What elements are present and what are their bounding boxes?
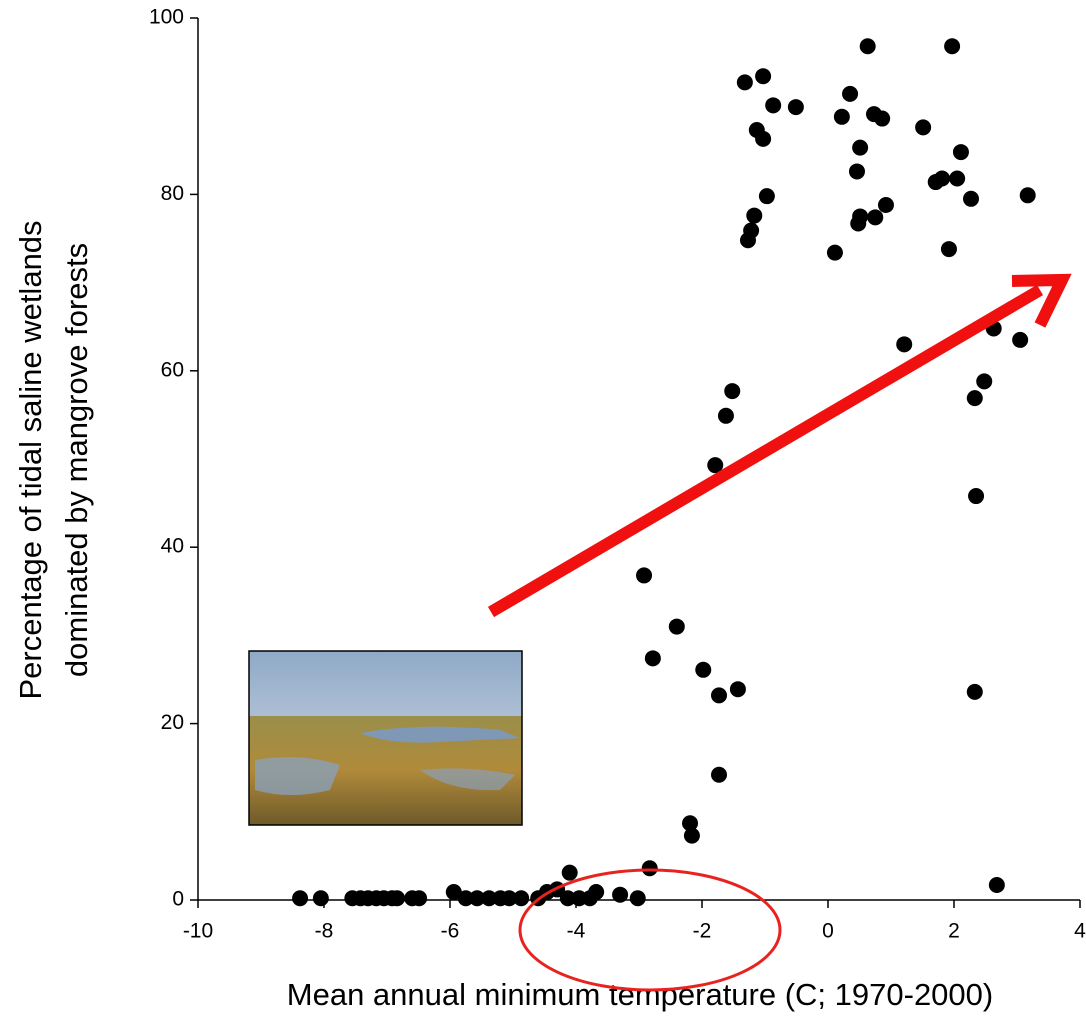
point xyxy=(859,38,876,55)
x-tick-label: 0 xyxy=(822,920,834,943)
y-tick-label: 40 xyxy=(161,535,184,558)
point xyxy=(952,144,969,161)
annotation-arrow xyxy=(487,284,1044,618)
point xyxy=(729,681,746,698)
point xyxy=(966,390,983,407)
point xyxy=(292,890,309,907)
x-tick-label: -4 xyxy=(567,920,586,943)
point xyxy=(963,190,980,207)
point xyxy=(636,567,653,584)
point xyxy=(826,244,843,261)
point xyxy=(968,488,985,505)
point xyxy=(389,890,406,907)
y-tick-label: 20 xyxy=(161,711,184,734)
point xyxy=(445,884,462,901)
point xyxy=(739,232,756,249)
point xyxy=(944,38,961,55)
point xyxy=(852,139,869,156)
y-tick-label: 60 xyxy=(161,358,184,381)
point xyxy=(513,890,530,907)
point xyxy=(707,457,724,474)
point xyxy=(934,170,951,187)
point xyxy=(457,890,474,907)
annotation-arrow-head xyxy=(1011,273,1072,328)
point xyxy=(641,860,658,877)
point xyxy=(867,209,884,226)
x-tick-label: -6 xyxy=(441,920,460,943)
point xyxy=(940,241,957,258)
x-tick-label: 2 xyxy=(948,920,960,943)
point xyxy=(850,215,867,232)
y-tick-label: 80 xyxy=(161,182,184,205)
point xyxy=(1019,187,1036,204)
photo-inset xyxy=(248,650,523,826)
point xyxy=(682,815,699,832)
point xyxy=(668,618,685,635)
point xyxy=(644,650,661,667)
point xyxy=(711,687,728,704)
point xyxy=(758,188,775,205)
point xyxy=(915,119,932,136)
y-tick-label: 0 xyxy=(172,888,184,911)
x-tick-label: -10 xyxy=(183,920,213,943)
point xyxy=(501,890,518,907)
point xyxy=(787,99,804,116)
point xyxy=(612,886,629,903)
point xyxy=(481,890,498,907)
x-tick-label: -2 xyxy=(693,920,712,943)
point xyxy=(755,68,772,85)
point xyxy=(874,110,891,127)
point xyxy=(724,383,741,400)
point xyxy=(896,336,913,353)
point xyxy=(842,85,859,102)
point xyxy=(848,163,865,180)
point xyxy=(711,766,728,783)
point xyxy=(976,373,993,390)
y-axis-label: Percentage of tidal saline wetlands xyxy=(13,220,48,699)
point xyxy=(736,74,753,91)
point xyxy=(755,130,772,147)
point xyxy=(588,884,605,901)
point xyxy=(966,683,983,700)
point xyxy=(695,661,712,678)
point xyxy=(765,97,782,114)
point xyxy=(746,207,763,224)
point xyxy=(561,864,578,881)
point xyxy=(629,890,646,907)
point xyxy=(833,108,850,125)
x-axis-label: Mean annual minimum temperature (C; 1970… xyxy=(287,977,993,1012)
point xyxy=(411,890,428,907)
point xyxy=(312,890,329,907)
x-tick-label: 4 xyxy=(1074,920,1086,943)
y-axis-label: dominated by mangrove forests xyxy=(59,243,94,677)
point xyxy=(1012,331,1029,348)
annotation-ellipse xyxy=(518,868,782,992)
point xyxy=(683,827,700,844)
x-tick-label: -8 xyxy=(315,920,334,943)
point xyxy=(469,890,486,907)
y-tick-label: 100 xyxy=(149,6,184,29)
point xyxy=(559,890,576,907)
point xyxy=(988,877,1005,894)
point xyxy=(717,407,734,424)
point xyxy=(949,170,966,187)
point xyxy=(877,196,894,213)
